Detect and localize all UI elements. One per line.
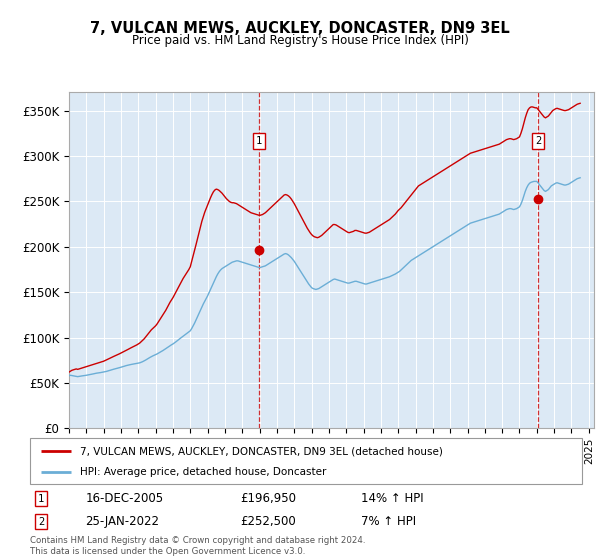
FancyBboxPatch shape	[30, 438, 582, 484]
Text: Price paid vs. HM Land Registry's House Price Index (HPI): Price paid vs. HM Land Registry's House …	[131, 34, 469, 46]
Text: £252,500: £252,500	[240, 515, 296, 528]
Text: 7, VULCAN MEWS, AUCKLEY, DONCASTER, DN9 3EL: 7, VULCAN MEWS, AUCKLEY, DONCASTER, DN9 …	[90, 21, 510, 36]
Text: 1: 1	[256, 136, 262, 146]
Text: 14% ↑ HPI: 14% ↑ HPI	[361, 492, 424, 505]
Text: 2: 2	[38, 517, 44, 526]
Text: 16-DEC-2005: 16-DEC-2005	[85, 492, 163, 505]
Text: 2: 2	[535, 136, 541, 146]
Text: 7, VULCAN MEWS, AUCKLEY, DONCASTER, DN9 3EL (detached house): 7, VULCAN MEWS, AUCKLEY, DONCASTER, DN9 …	[80, 446, 443, 456]
Text: £196,950: £196,950	[240, 492, 296, 505]
Text: Contains HM Land Registry data © Crown copyright and database right 2024.
This d: Contains HM Land Registry data © Crown c…	[30, 536, 365, 556]
Text: 1: 1	[38, 494, 44, 503]
Text: 25-JAN-2022: 25-JAN-2022	[85, 515, 159, 528]
Text: 7% ↑ HPI: 7% ↑ HPI	[361, 515, 416, 528]
Text: HPI: Average price, detached house, Doncaster: HPI: Average price, detached house, Donc…	[80, 466, 326, 477]
